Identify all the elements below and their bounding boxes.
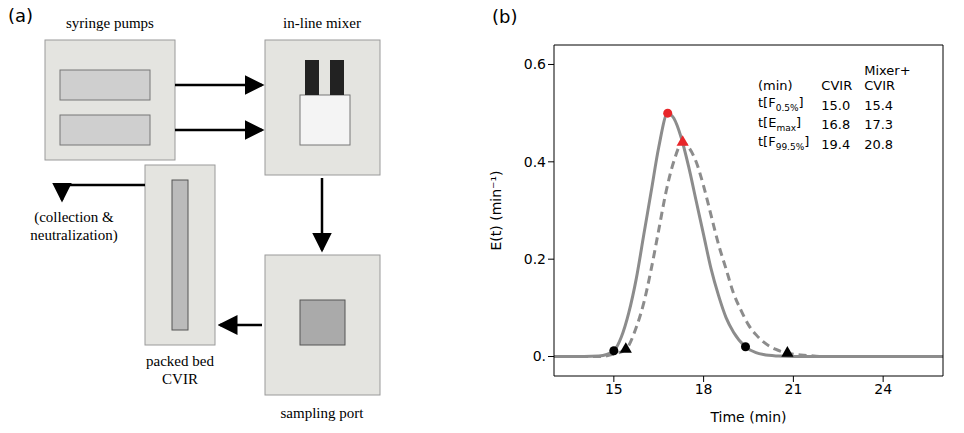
html-text:16.8: 16.8: [821, 117, 851, 133]
svg-text:neutralization): neutralization): [30, 227, 117, 244]
svg-text:syringe pumps: syringe pumps: [66, 15, 154, 31]
html-text:t[F99.5%]: t[F99.5%]: [758, 134, 810, 152]
html-text:Mixer+: Mixer+: [864, 63, 911, 78]
html-text:CVIR: CVIR: [864, 78, 895, 93]
svg-text:18: 18: [695, 381, 713, 397]
html-text:20.8: 20.8: [864, 136, 894, 152]
svg-text:E(t) (min⁻¹): E(t) (min⁻¹): [488, 170, 504, 250]
svg-text:24: 24: [874, 381, 892, 397]
svg-text:0.6: 0.6: [524, 56, 546, 72]
svg-text:0.4: 0.4: [524, 154, 546, 170]
svg-text:15: 15: [605, 381, 623, 397]
html-text:(min): (min): [758, 78, 793, 93]
svg-text:0.: 0.: [533, 348, 546, 364]
html-text:(b): (b): [492, 6, 518, 27]
svg-text:(a): (a): [8, 5, 33, 26]
svg-text:packed bed: packed bed: [146, 353, 214, 369]
html-text:t[F0.5%]: t[F0.5%]: [758, 95, 804, 113]
svg-text:sampling port: sampling port: [281, 405, 365, 421]
html-text:t[Emax]: t[Emax]: [758, 114, 802, 133]
svg-text:21: 21: [784, 381, 802, 397]
svg-text:(collection &: (collection &: [34, 209, 114, 226]
svg-text:CVIR: CVIR: [162, 371, 198, 387]
html-text:15.4: 15.4: [864, 97, 894, 113]
svg-text:in-line mixer: in-line mixer: [283, 15, 361, 31]
svg-text:Time (min): Time (min): [709, 409, 786, 425]
html-text:15.0: 15.0: [821, 97, 851, 113]
svg-text:0.2: 0.2: [524, 251, 546, 267]
html-text:17.3: 17.3: [864, 117, 894, 133]
html-text:CVIR: CVIR: [821, 78, 853, 93]
html-text:19.4: 19.4: [821, 136, 851, 152]
